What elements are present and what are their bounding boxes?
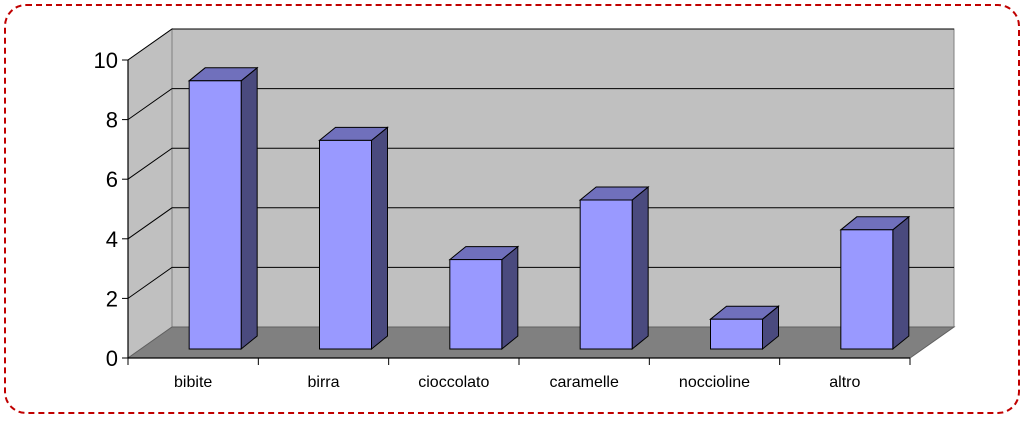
x-axis-tick-labels: bibite birra cioccolato caramelle noccioline… <box>174 374 860 391</box>
y-tick-label: 2 <box>106 286 118 311</box>
x-tick-label: bibite <box>174 374 212 391</box>
gridline <box>127 28 954 61</box>
bar-front <box>449 259 503 350</box>
bar-side <box>240 66 258 351</box>
x-tick-label: caramelle <box>549 374 618 391</box>
gridline <box>127 207 954 240</box>
bar-front <box>840 229 894 350</box>
gridline <box>127 147 954 180</box>
bar-bibite <box>187 66 259 351</box>
y-tick-label: 10 <box>94 48 118 73</box>
y-tick-label: 8 <box>106 108 118 133</box>
gridline <box>127 266 954 299</box>
y-tick-label: 6 <box>106 167 118 192</box>
bar-caramelle <box>578 185 650 351</box>
y-axis-tick-labels: 0 2 4 6 8 10 <box>94 48 118 371</box>
x-tick-label: cioccolato <box>418 374 489 391</box>
x-tick-label: noccioline <box>679 374 750 391</box>
bar-altro <box>839 215 911 351</box>
y-tick-label: 0 <box>106 346 118 371</box>
chart-gridlines <box>127 28 954 299</box>
bar-noccioline <box>709 305 780 351</box>
bar-front <box>579 199 633 350</box>
side-wall <box>127 28 173 359</box>
gridline <box>127 88 954 121</box>
bar-side <box>371 126 388 351</box>
bar-front <box>710 318 763 350</box>
back-wall <box>171 28 955 328</box>
bar-birra <box>318 126 389 351</box>
chart-frame <box>4 4 1020 414</box>
bar-side <box>631 185 649 351</box>
x-tick-label: altro <box>829 374 860 391</box>
x-tick-label: birra <box>307 374 339 391</box>
chart-walls <box>126 28 956 359</box>
y-tick-label: 4 <box>106 227 118 252</box>
bar-side <box>892 215 910 351</box>
chart-bars <box>187 66 911 351</box>
chart-axes <box>122 59 911 365</box>
bar-side <box>501 245 519 351</box>
bar-cioccolato <box>448 245 520 351</box>
bar-front <box>188 80 242 350</box>
bar-front <box>319 139 372 350</box>
